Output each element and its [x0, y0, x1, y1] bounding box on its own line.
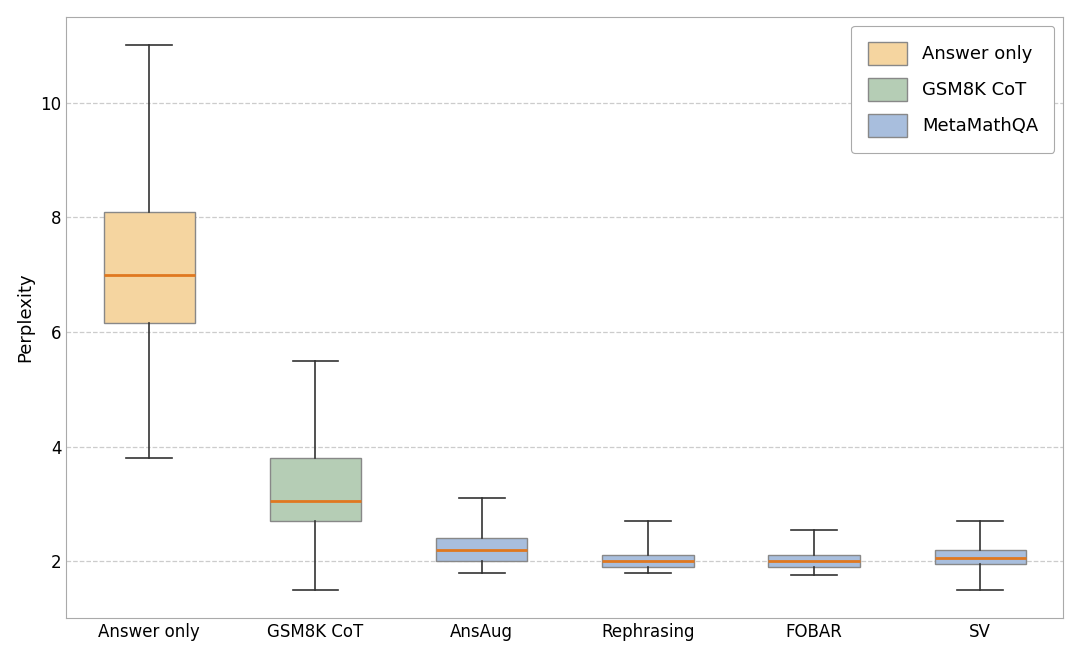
- PathPatch shape: [436, 538, 527, 561]
- Y-axis label: Perplexity: Perplexity: [16, 273, 35, 363]
- PathPatch shape: [603, 555, 693, 567]
- PathPatch shape: [934, 549, 1026, 564]
- PathPatch shape: [270, 458, 361, 521]
- Legend: Answer only, GSM8K CoT, MetaMathQA: Answer only, GSM8K CoT, MetaMathQA: [851, 26, 1054, 153]
- PathPatch shape: [768, 555, 860, 567]
- PathPatch shape: [104, 211, 195, 323]
